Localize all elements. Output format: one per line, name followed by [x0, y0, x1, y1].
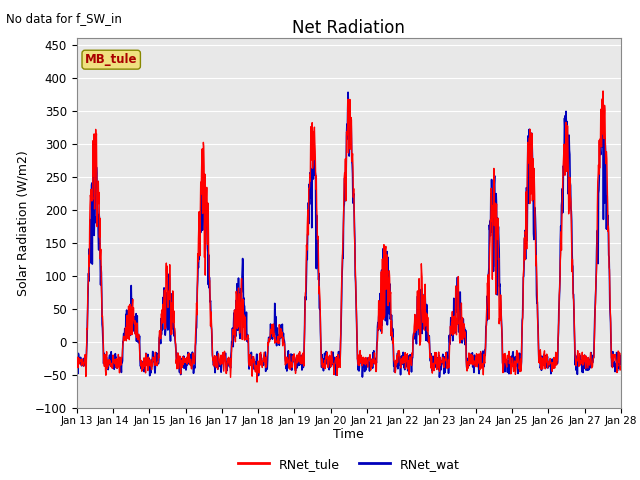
Legend: RNet_tule, RNet_wat: RNet_tule, RNet_wat: [233, 453, 465, 476]
Y-axis label: Solar Radiation (W/m2): Solar Radiation (W/m2): [17, 150, 29, 296]
Title: Net Radiation: Net Radiation: [292, 19, 405, 37]
Text: No data for f_SW_in: No data for f_SW_in: [6, 12, 122, 25]
X-axis label: Time: Time: [333, 429, 364, 442]
Text: MB_tule: MB_tule: [85, 53, 138, 66]
